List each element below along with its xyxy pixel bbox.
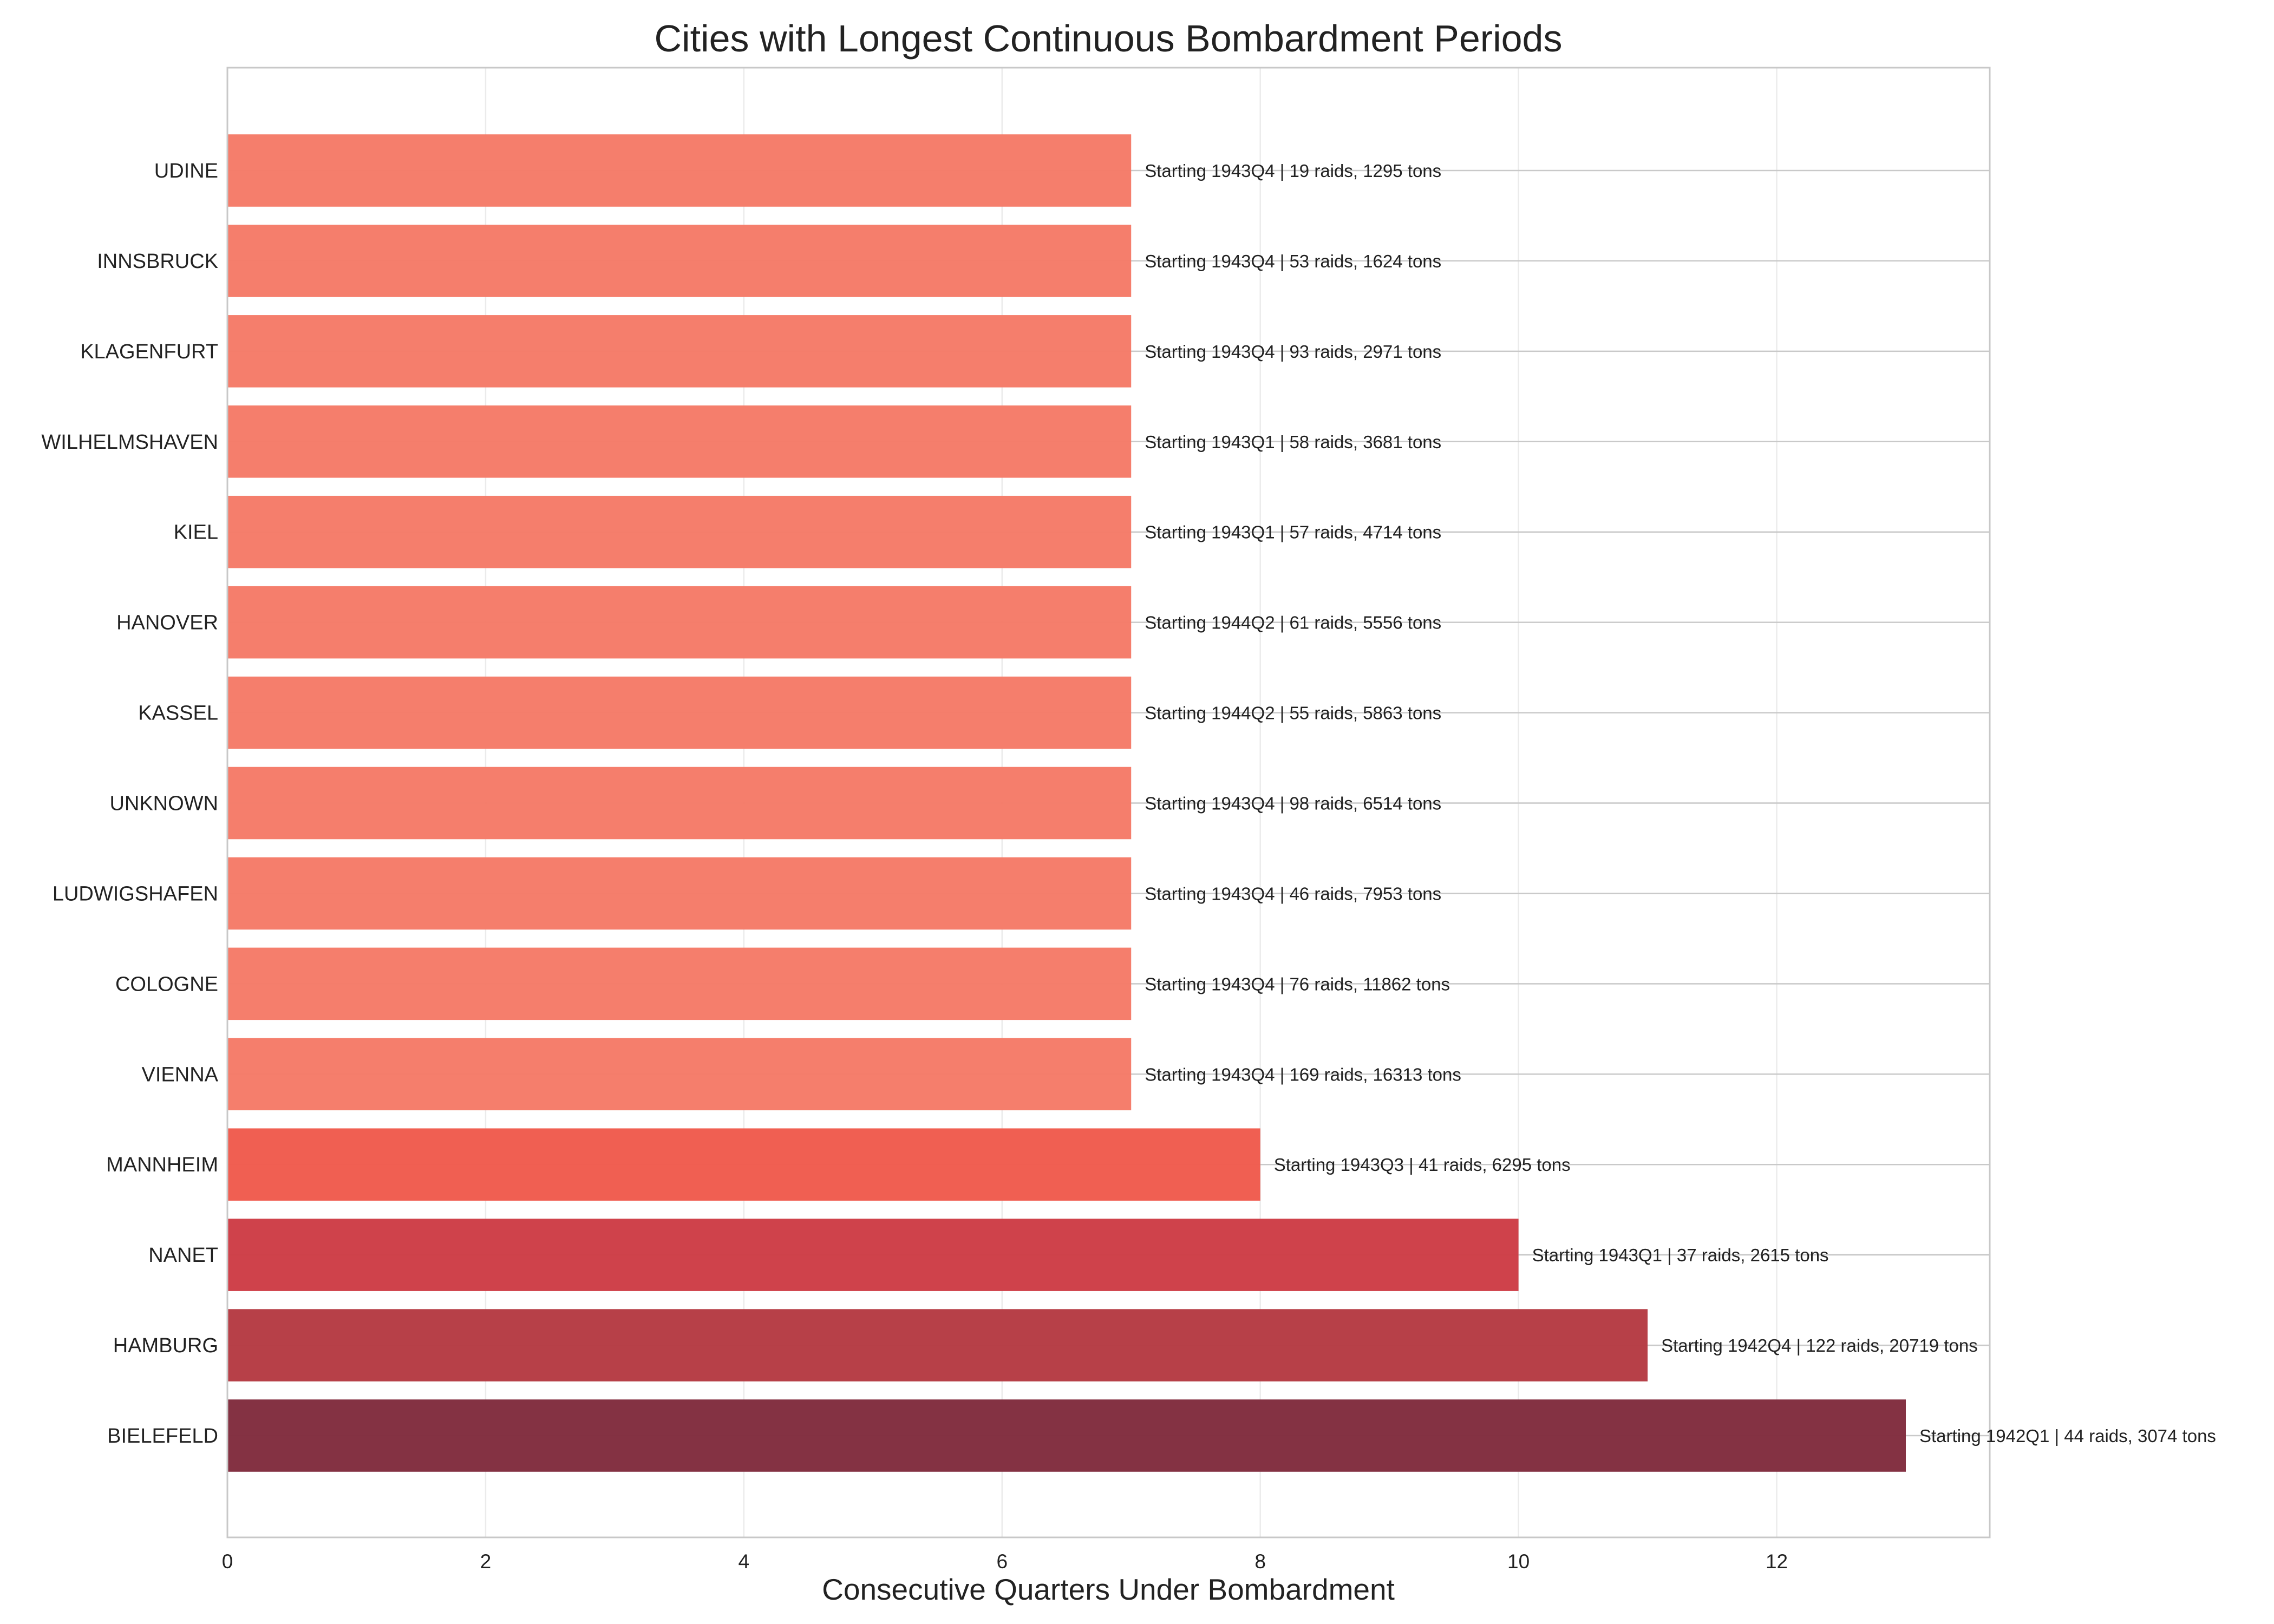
bar-data-label: Starting 1943Q4 | 53 raids, 1624 tons	[1145, 251, 1441, 271]
bar-data-label: Starting 1942Q1 | 44 raids, 3074 tons	[1919, 1426, 2216, 1446]
bar	[227, 676, 1132, 749]
bar	[227, 1219, 1519, 1291]
x-tick-label: 2	[480, 1550, 492, 1573]
y-tick-label: KIEL	[174, 521, 218, 544]
bar	[227, 1128, 1260, 1201]
bar	[227, 225, 1132, 297]
bar	[227, 134, 1132, 207]
bar-data-label: Starting 1943Q4 | 169 raids, 16313 tons	[1145, 1064, 1461, 1084]
bar-data-label: Starting 1943Q1 | 37 raids, 2615 tons	[1532, 1245, 1829, 1265]
y-tick-label: NANET	[148, 1244, 218, 1267]
bar	[227, 315, 1132, 388]
x-tick-label: 12	[1766, 1550, 1788, 1573]
bar	[227, 1309, 1648, 1381]
y-tick-label: MANNHEIM	[106, 1154, 218, 1176]
plot-area-frame	[226, 67, 1991, 1538]
bars	[227, 134, 1906, 1472]
bar-data-label: Starting 1943Q1 | 58 raids, 3681 tons	[1145, 432, 1441, 452]
bar	[227, 405, 1132, 478]
bar-data-label: Starting 1943Q4 | 76 raids, 11862 tons	[1145, 974, 1450, 994]
bar	[227, 1038, 1132, 1111]
x-tick-label: 6	[996, 1550, 1008, 1573]
bar	[227, 495, 1132, 568]
x-axis-tick-labels: 0 2 4 6 8 10 12	[222, 1550, 1788, 1573]
bar-data-label: Starting 1943Q4 | 98 raids, 6514 tons	[1145, 794, 1441, 814]
x-tick-label: 0	[222, 1550, 233, 1573]
y-tick-label: HANOVER	[116, 612, 218, 634]
chart-title: Cities with Longest Continuous Bombardme…	[655, 17, 1563, 60]
bar-data-label: Starting 1944Q2 | 55 raids, 5863 tons	[1145, 703, 1441, 723]
bar-data-label: Starting 1943Q3 | 41 raids, 6295 tons	[1274, 1155, 1571, 1175]
y-tick-label: UNKNOWN	[109, 793, 218, 815]
y-tick-label: WILHELMSHAVEN	[41, 431, 218, 454]
bar	[227, 947, 1132, 1020]
bar-data-label: Starting 1944Q2 | 61 raids, 5556 tons	[1145, 613, 1441, 633]
y-tick-label: COLOGNE	[115, 973, 218, 996]
y-tick-label: HAMBURG	[113, 1334, 218, 1357]
y-tick-label: LUDWIGSHAFEN	[53, 882, 218, 905]
bar-data-label: Starting 1943Q4 | 19 raids, 1295 tons	[1145, 161, 1441, 181]
bar-data-label: Starting 1943Q4 | 46 raids, 7953 tons	[1145, 883, 1441, 903]
bar	[227, 857, 1132, 930]
bar	[227, 767, 1132, 840]
y-tick-label: KASSEL	[138, 702, 218, 725]
bar-data-labels: Starting 1943Q4 | 19 raids, 1295 tons Sta…	[1145, 161, 2216, 1446]
y-tick-label: INNSBRUCK	[97, 250, 218, 273]
bar	[227, 1399, 1906, 1472]
bar-data-label: Starting 1942Q4 | 122 raids, 20719 tons	[1661, 1335, 1978, 1355]
x-tick-label: 8	[1254, 1550, 1266, 1573]
bar-data-label: Starting 1943Q4 | 93 raids, 2971 tons	[1145, 342, 1441, 362]
bar-data-label: Starting 1943Q1 | 57 raids, 4714 tons	[1145, 522, 1441, 542]
y-tick-label: KLAGENFURT	[80, 340, 218, 363]
bar	[227, 586, 1132, 659]
x-tick-label: 4	[739, 1550, 750, 1573]
y-tick-label: BIELEFELD	[107, 1425, 218, 1448]
y-tick-label: UDINE	[154, 160, 218, 182]
y-axis-tick-labels: UDINE INNSBRUCK KLAGENFURT WILHELMSHAVEN KIE…	[41, 160, 218, 1448]
x-tick-label: 10	[1507, 1550, 1530, 1573]
y-tick-label: VIENNA	[142, 1063, 219, 1086]
x-axis-label: Consecutive Quarters Under Bombardment	[822, 1573, 1395, 1606]
